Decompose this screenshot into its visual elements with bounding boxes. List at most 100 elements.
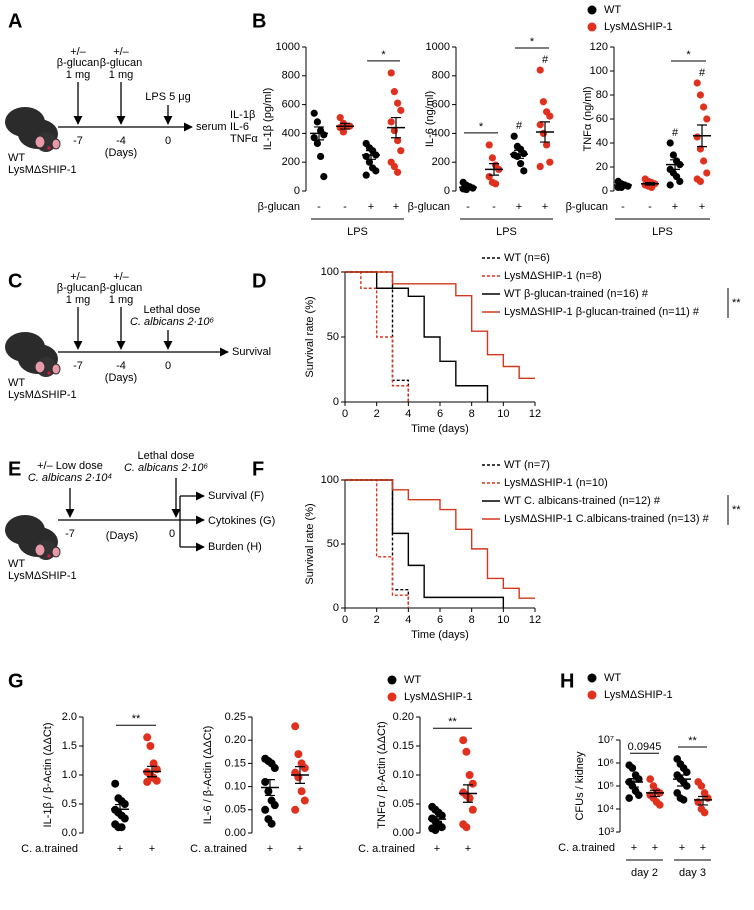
day-label: -7 (73, 360, 83, 372)
x-axis-label: Time (days) (411, 629, 469, 641)
data-point (704, 794, 712, 802)
row-label: β-glucan (408, 201, 450, 213)
y-tick-label: 0.10 (225, 781, 246, 793)
y-tick-label: 60 (596, 113, 608, 125)
data-point (390, 162, 398, 171)
data-point (536, 121, 544, 129)
category-label: + (368, 201, 374, 213)
y-tick-label: 400 (432, 127, 450, 139)
survival-curve (345, 479, 535, 599)
error-bar (489, 163, 499, 176)
data-point (111, 779, 120, 788)
data-point (300, 796, 309, 805)
y-tick-label: 0.00 (393, 827, 414, 839)
readout: Survival (F) (208, 490, 264, 502)
data-point (339, 128, 347, 136)
day-label: 0 (165, 360, 171, 372)
category-label: + (516, 201, 522, 213)
data-point (539, 129, 548, 137)
error-bar (645, 182, 655, 186)
data-point (693, 79, 701, 87)
panel-label: E (8, 458, 21, 480)
data-point (120, 814, 129, 823)
legend-label: LysMΔSHIP-1 C.albicans-trained (n=13) # (504, 513, 710, 525)
challenge-dose: Lethal dose (144, 304, 201, 316)
data-point (152, 776, 161, 785)
legend-label: LysMΔSHIP-1 (n=10) (504, 477, 608, 489)
data-point (656, 801, 664, 809)
data-point (703, 169, 711, 177)
y-tick-label: 0 (333, 602, 339, 614)
data-point (517, 160, 525, 168)
y-tick-label: 120 (590, 41, 608, 53)
y-tick-label: 0.15 (393, 740, 414, 752)
y-axis-label: IL-1β (pg/ml) (262, 88, 274, 151)
data-point (693, 133, 701, 141)
challenge-dose: Lethal dose (138, 450, 195, 462)
data-point (264, 787, 273, 796)
survival-curve (345, 479, 505, 608)
panel-label: G (8, 670, 24, 692)
data-point (646, 775, 654, 783)
data-point (320, 173, 328, 181)
x-tick-label: 6 (437, 614, 443, 626)
diagram-a: A +/– β-glucan 1 mg -7 +/– β-glucan 1 mg… (4, 10, 258, 176)
dose-amount: 1 mg (109, 294, 133, 306)
data-point (291, 805, 300, 814)
panel-label: C (8, 270, 22, 292)
dose-sign: +/– (70, 46, 86, 58)
challenge-agent: LPS 5 μg (145, 91, 190, 103)
legend-label: LysMΔSHIP-1 (604, 689, 673, 701)
challenge-agent: C. albicans 2·10⁶ (130, 316, 214, 328)
data-point (625, 794, 633, 802)
x-tick-label: 2 (374, 408, 380, 420)
error-bar (391, 116, 401, 139)
panel-label: A (8, 10, 22, 32)
dose-amount: 1 mg (109, 69, 133, 81)
y-tick-label: 10³ (598, 826, 614, 838)
error-bar (698, 795, 708, 806)
panel-label: H (560, 670, 574, 692)
diagram-c: C +/– β-glucan 1 mg -7 +/– β-glucan 1 mg… (4, 270, 271, 401)
data-point (468, 805, 477, 814)
row-label: C. a.trained (358, 843, 415, 855)
row-label: β-glucan (566, 201, 608, 213)
data-point (485, 141, 493, 149)
data-point (320, 131, 328, 139)
readout: Survival (232, 346, 271, 358)
mouse-label: WT (8, 558, 25, 570)
day-unit: (Days) (105, 372, 137, 384)
mouse-label: WT (8, 377, 25, 389)
data-point (635, 791, 643, 799)
significance-label: ** (448, 716, 457, 728)
category-label: + (393, 201, 399, 213)
error-bar (514, 149, 524, 159)
readout: TNFα (230, 133, 258, 145)
data-point (394, 99, 402, 107)
data-point (539, 98, 548, 106)
data-point (543, 141, 551, 149)
data-point (365, 158, 373, 166)
data-point (437, 823, 446, 832)
category-label: - (343, 201, 347, 213)
data-point (459, 736, 468, 745)
y-tick-label: 0.15 (225, 757, 246, 769)
span-label: day 3 (679, 867, 706, 879)
category-label: - (317, 201, 321, 213)
panel-label: F (252, 458, 264, 480)
y-tick-label: 40 (596, 137, 608, 149)
category-label: + (267, 843, 273, 855)
y-tick-label: 0.0 (62, 827, 77, 839)
data-point (362, 171, 370, 179)
day-unit: (Days) (106, 530, 138, 542)
data-point (628, 764, 637, 772)
error-bar (540, 121, 550, 143)
dose-agent: β-glucan (100, 57, 142, 69)
y-tick-label: 0.00 (225, 827, 246, 839)
error-bar (314, 126, 324, 141)
category-label: + (117, 843, 123, 855)
x-tick-label: 10 (497, 614, 509, 626)
span-label: day 2 (631, 867, 658, 879)
data-point (546, 158, 554, 166)
